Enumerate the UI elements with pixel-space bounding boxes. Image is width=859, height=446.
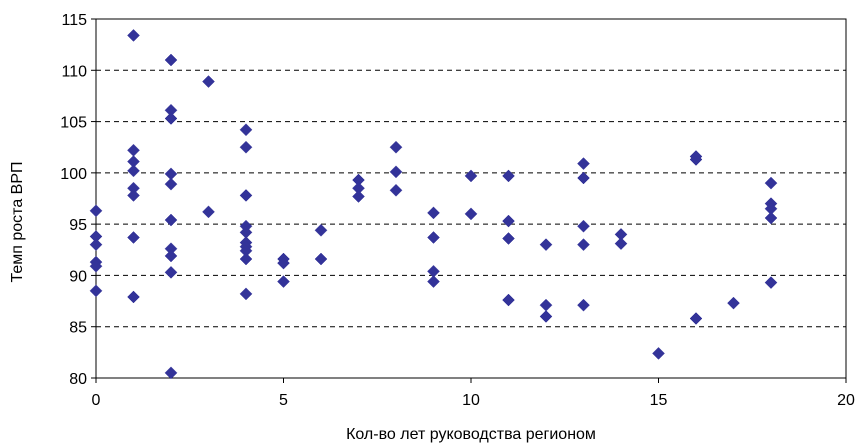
data-point bbox=[164, 177, 178, 191]
data-point bbox=[764, 211, 778, 225]
data-point bbox=[239, 123, 253, 137]
data-point bbox=[689, 312, 703, 325]
data-point bbox=[164, 213, 178, 227]
data-point bbox=[164, 366, 178, 380]
x-tick-label: 20 bbox=[837, 392, 855, 409]
plot-area-border bbox=[95, 18, 847, 379]
y-tick-label: 115 bbox=[61, 12, 87, 29]
data-point bbox=[314, 223, 328, 237]
data-point bbox=[389, 183, 403, 197]
x-tick-label: 10 bbox=[462, 392, 480, 409]
data-point bbox=[202, 205, 215, 219]
data-point bbox=[577, 219, 590, 233]
data-point bbox=[127, 143, 140, 157]
data-point bbox=[127, 189, 140, 202]
data-point bbox=[352, 190, 365, 203]
x-tick-label: 5 bbox=[279, 392, 288, 409]
axes bbox=[91, 18, 847, 383]
data-point bbox=[502, 169, 515, 183]
data-point bbox=[89, 259, 103, 273]
y-tick-label: 85 bbox=[69, 320, 87, 337]
data-point bbox=[277, 256, 290, 270]
data-point bbox=[164, 112, 178, 125]
data-point bbox=[502, 214, 515, 228]
data-point bbox=[577, 298, 590, 312]
y-tick-label: 90 bbox=[69, 268, 87, 285]
y-axis-title: Темп роста ВРП bbox=[9, 161, 26, 282]
data-point bbox=[764, 276, 778, 289]
data-point bbox=[539, 310, 553, 323]
data-point bbox=[577, 157, 590, 170]
data-point bbox=[277, 275, 290, 288]
data-point bbox=[202, 75, 215, 88]
data-point bbox=[727, 296, 740, 310]
tick-labels: 80 85 90 95 100 105 110 115 0 5 10 15 20 bbox=[60, 12, 855, 409]
x-axis-title: Кол-во лет руководства регионом bbox=[346, 426, 596, 443]
data-point bbox=[689, 153, 703, 166]
data-point bbox=[614, 237, 628, 250]
data-point bbox=[764, 176, 778, 190]
gridlines bbox=[96, 69, 846, 328]
data-point bbox=[577, 238, 590, 252]
x-tick-label: 15 bbox=[650, 392, 668, 409]
data-point bbox=[389, 165, 403, 179]
y-tick-label: 80 bbox=[69, 371, 87, 388]
data-point bbox=[239, 287, 253, 301]
data-point bbox=[427, 231, 440, 244]
data-point bbox=[127, 164, 140, 178]
data-point bbox=[239, 252, 253, 266]
data-point bbox=[427, 206, 440, 220]
data-point bbox=[464, 169, 478, 183]
data-point bbox=[502, 232, 515, 245]
data-point bbox=[539, 298, 553, 312]
data-point bbox=[164, 53, 178, 67]
data-point bbox=[89, 284, 103, 298]
x-tick-label: 0 bbox=[92, 392, 101, 409]
y-tick-label: 105 bbox=[60, 115, 87, 132]
data-point bbox=[314, 252, 328, 266]
data-point bbox=[127, 290, 140, 304]
data-point bbox=[652, 347, 665, 360]
y-tick-label: 100 bbox=[60, 166, 87, 183]
data-point bbox=[127, 29, 140, 42]
data-point bbox=[89, 204, 103, 218]
data-point bbox=[502, 293, 515, 307]
y-tick-label: 95 bbox=[69, 217, 87, 234]
y-tick-label: 110 bbox=[61, 63, 87, 80]
data-point bbox=[464, 207, 478, 221]
data-point bbox=[427, 275, 440, 288]
data-point bbox=[239, 189, 253, 202]
data-point bbox=[164, 265, 178, 279]
data-points bbox=[89, 29, 778, 380]
data-point bbox=[164, 249, 178, 263]
data-point bbox=[239, 140, 253, 154]
data-point bbox=[89, 238, 103, 252]
data-point bbox=[389, 140, 403, 154]
data-point bbox=[539, 238, 553, 252]
data-point bbox=[127, 231, 140, 244]
data-point bbox=[577, 171, 590, 185]
